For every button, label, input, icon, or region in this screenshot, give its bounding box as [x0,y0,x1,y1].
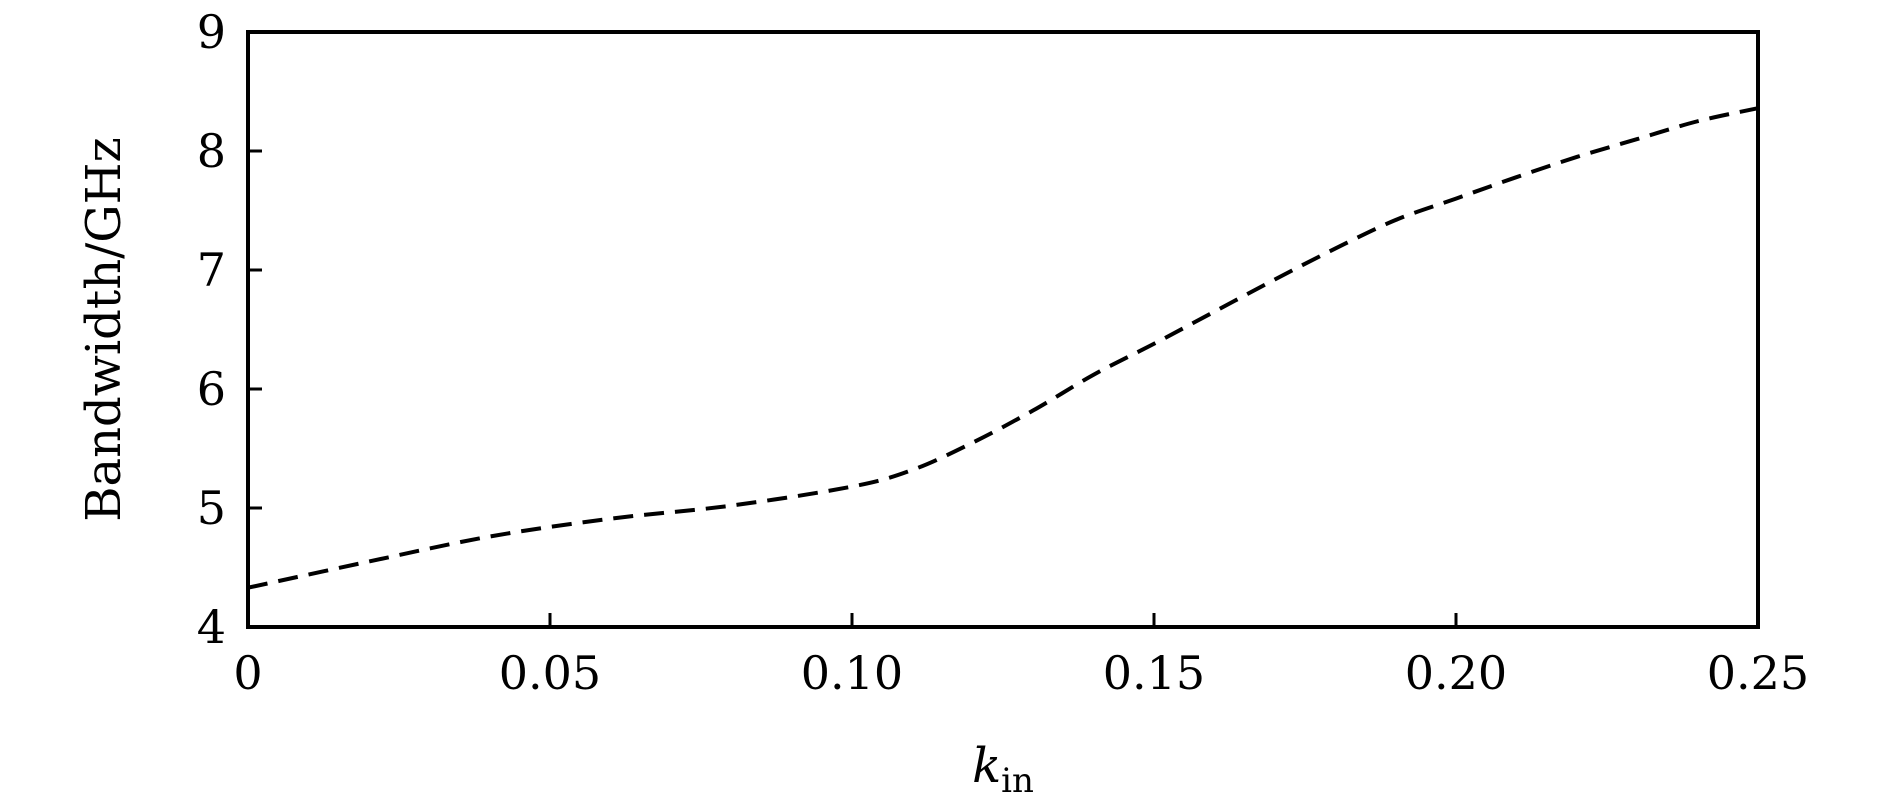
y-axis: 4 5 6 7 8 9 [197,5,262,654]
y-tick-label: 9 [197,5,226,59]
x-tick-label: 0.20 [1405,646,1507,700]
y-axis-label: Bandwidth/GHz [76,137,132,522]
series-line [247,106,1759,590]
y-tick-label: 6 [197,362,226,416]
x-axis-label: kin [972,738,1034,801]
x-axis-label-main: k [972,738,1001,794]
plot-frame [246,30,1760,629]
y-tick-label: 5 [197,481,226,535]
y-tick-label: 8 [197,124,226,178]
x-tick-label: 0 [233,646,262,700]
x-tick-label: 0.25 [1707,646,1809,700]
y-tick-label: 4 [197,600,226,654]
x-axis: 0 0.05 0.10 0.15 0.20 0.25 [233,613,1809,700]
x-axis-label-subscript: in [1001,761,1034,801]
x-tick-label: 0.15 [1103,646,1205,700]
x-tick-label: 0.05 [499,646,601,700]
y-tick-label: 7 [197,243,226,297]
x-tick-label: 0.10 [801,646,903,700]
